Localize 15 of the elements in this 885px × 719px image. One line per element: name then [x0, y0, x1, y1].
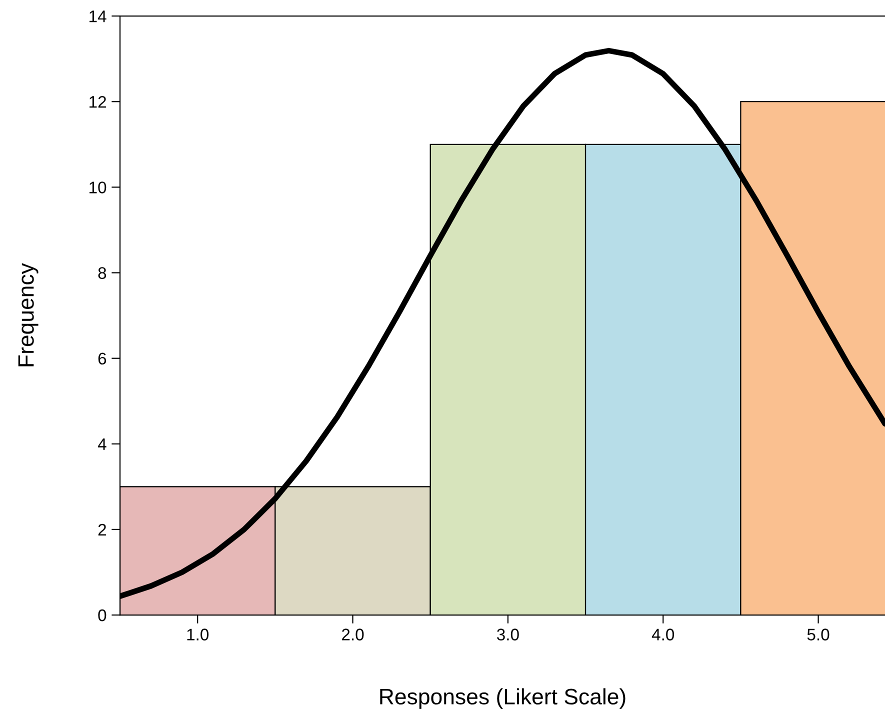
x-axis-title: Responses (Likert Scale) — [380, 688, 626, 709]
x-tick-label: 1.0 — [187, 628, 209, 640]
y-tick-label: 6 — [98, 352, 106, 365]
x-tick-label: 4.0 — [652, 628, 674, 640]
y-tick-label: 4 — [98, 438, 106, 450]
x-tick-label: 3.0 — [496, 628, 519, 640]
y-axis-title: Frequency — [18, 263, 38, 366]
x-tick-label: 2.0 — [342, 628, 364, 640]
y-tick-label: 10 — [90, 182, 106, 194]
y-tick-label: 0 — [98, 609, 106, 622]
x-tick-label: 5.0 — [807, 628, 830, 640]
y-tick-label: 12 — [90, 96, 106, 108]
y-tick-label: 14 — [90, 10, 106, 22]
y-tick-label: 8 — [98, 267, 106, 279]
y-tick-label: 2 — [98, 524, 106, 536]
